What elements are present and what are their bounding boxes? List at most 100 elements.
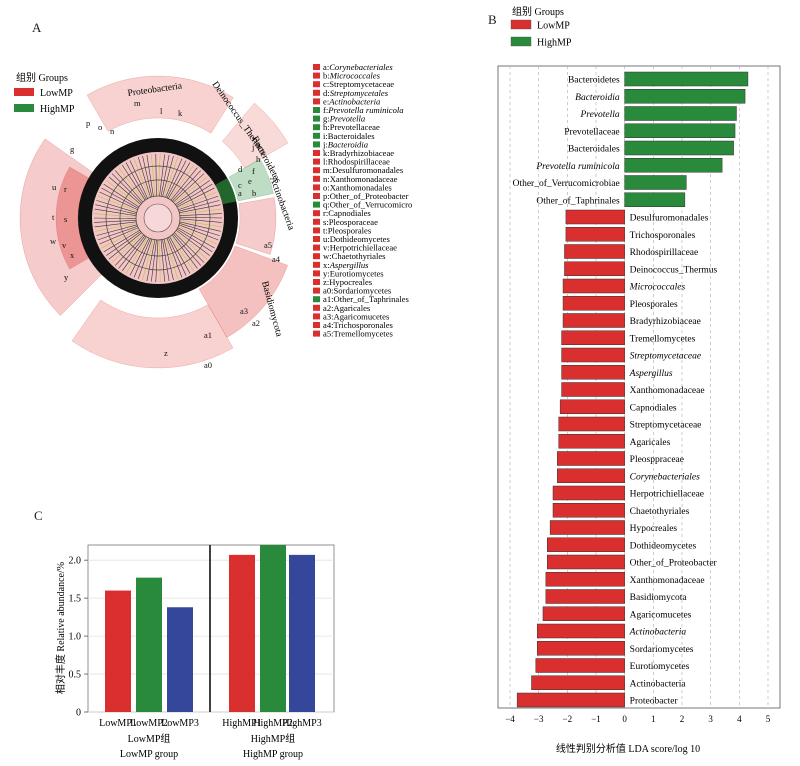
clade-key-entry: v:Herpotrichiellaceae [323, 243, 397, 253]
cladogram-legend-label: HighMP [40, 104, 75, 115]
clade-branch [146, 239, 156, 282]
clade-key-swatch [313, 175, 320, 182]
clade-branch [177, 191, 217, 209]
clade-key-entry: m:Desulfuromonadales [323, 165, 404, 175]
clade-key-entry: a4:Trichosporonales [323, 320, 394, 330]
clade-branch [96, 224, 138, 236]
lda-bar-label: Proteobacter [630, 697, 679, 707]
clade-key-swatch [313, 304, 320, 311]
clade-branch [111, 233, 143, 263]
cladogram-legend-label: LowMP [40, 88, 73, 99]
clade-branch [171, 234, 198, 269]
lda-bar [558, 416, 625, 432]
clade-branch [94, 220, 137, 223]
lda-bar-label: Prevotellaceae [564, 127, 619, 137]
clade-branch [178, 200, 220, 212]
lda-x-tick-label: 2 [680, 714, 685, 724]
lda-bar [562, 296, 625, 311]
clade-key-entry: a3:Agaricomucetes [323, 311, 390, 321]
abund-x-tick-label: LowMP3 [161, 718, 199, 729]
abund-bar [229, 554, 255, 712]
lda-x-tick-label: 5 [766, 714, 771, 724]
clade-branch [133, 238, 151, 278]
clade-branch [179, 218, 222, 223]
cladogram-legend-swatch [14, 88, 34, 96]
lda-bar [535, 658, 625, 673]
clade-branch [142, 239, 154, 281]
lda-bar [624, 71, 749, 87]
clade-key-entry: a5:Tremellomycetes [323, 329, 394, 339]
clade-branch [133, 158, 150, 199]
clade-branch [179, 220, 222, 228]
clade-branch [176, 183, 213, 206]
lda-bar-label: Sordariomycetes [630, 645, 694, 655]
clade-key-entry: j:Bacteroidia [322, 139, 368, 149]
clade-branch [166, 237, 183, 278]
clade-key-entry: x:Aspergillus [323, 260, 369, 270]
lda-bar [562, 278, 625, 294]
lda-bar-label: Xanthomonadaceae [630, 386, 705, 396]
clade-key-entry: l:Rhodospirillaceae [323, 157, 390, 167]
clade-node-letter: f [252, 166, 255, 176]
clade-branch [163, 239, 174, 281]
clade-node-letter: h [256, 154, 261, 164]
clade-branch [177, 227, 215, 249]
clade-branch [178, 225, 217, 245]
clade-key-entry: n:Xanthomonadaceae [323, 174, 398, 184]
lda-x-tick-label: −1 [591, 714, 601, 724]
lda-bar [564, 261, 625, 276]
clade-branch [169, 164, 195, 200]
clade-level-ring [119, 179, 197, 257]
clade-branch [125, 237, 148, 274]
lda-bar-label: Other_of_Proteobacter [630, 558, 718, 569]
lda-x-tick-label: −4 [505, 714, 515, 724]
clade-branch [176, 230, 210, 256]
lda-bar [561, 365, 625, 380]
lda-bar-label: Capnodiales [630, 403, 677, 413]
clade-branch [160, 239, 165, 282]
clade-key-swatch [313, 201, 320, 208]
clade-branch [114, 170, 143, 203]
clade-branch [162, 155, 174, 197]
lda-bar [624, 192, 686, 207]
clade-node-letter: s [64, 214, 67, 224]
clade-key-swatch [313, 167, 320, 174]
lda-x-tick-label: −2 [563, 714, 573, 724]
clade-branch [165, 158, 183, 198]
clade-key-entry: s:Pleosporaceae [323, 217, 378, 227]
clade-key-entry: e:Actinobacteria [323, 96, 380, 106]
clade-branch [108, 232, 142, 260]
lda-bar [558, 434, 625, 449]
abund-bar [167, 607, 193, 712]
panel-letter-c: C [34, 508, 43, 523]
clade-node-letter: m [134, 98, 141, 108]
panel-letter-b: B [488, 12, 497, 27]
clade-highlight [228, 158, 274, 202]
clade-branch [114, 234, 145, 266]
abund-bar [105, 590, 131, 712]
clade-branch [173, 233, 202, 266]
clade-key-swatch [313, 287, 320, 294]
lda-bar-label: Aspergillus [629, 369, 673, 379]
clade-branch [121, 236, 147, 272]
clade-key-entry: u:Dothideomycetes [323, 234, 390, 244]
lda-bar-label: Prevotella ruminicola [535, 162, 620, 172]
abund-y-tick-label: 0 [76, 708, 81, 719]
lda-bar [536, 641, 625, 656]
lda-bar [559, 399, 625, 414]
lda-bar-label: Other_of_Taphrinales [536, 195, 620, 206]
lda-bar [624, 140, 734, 156]
lda-bar-label: Eurotiomycetes [630, 662, 690, 672]
clade-branch [166, 160, 187, 199]
clade-key-swatch [313, 227, 320, 234]
clade-branch [168, 237, 187, 276]
clade-node-letter: a0 [204, 360, 212, 370]
abund-y-tick-label: 1.5 [69, 594, 82, 605]
clade-branch [121, 164, 146, 201]
clade-branch [125, 162, 147, 200]
clade-branch [159, 239, 161, 282]
clade-node-letter: c [238, 180, 242, 190]
clade-key-entry: i:Bacteroidales [323, 131, 375, 141]
lda-bar [545, 572, 625, 587]
